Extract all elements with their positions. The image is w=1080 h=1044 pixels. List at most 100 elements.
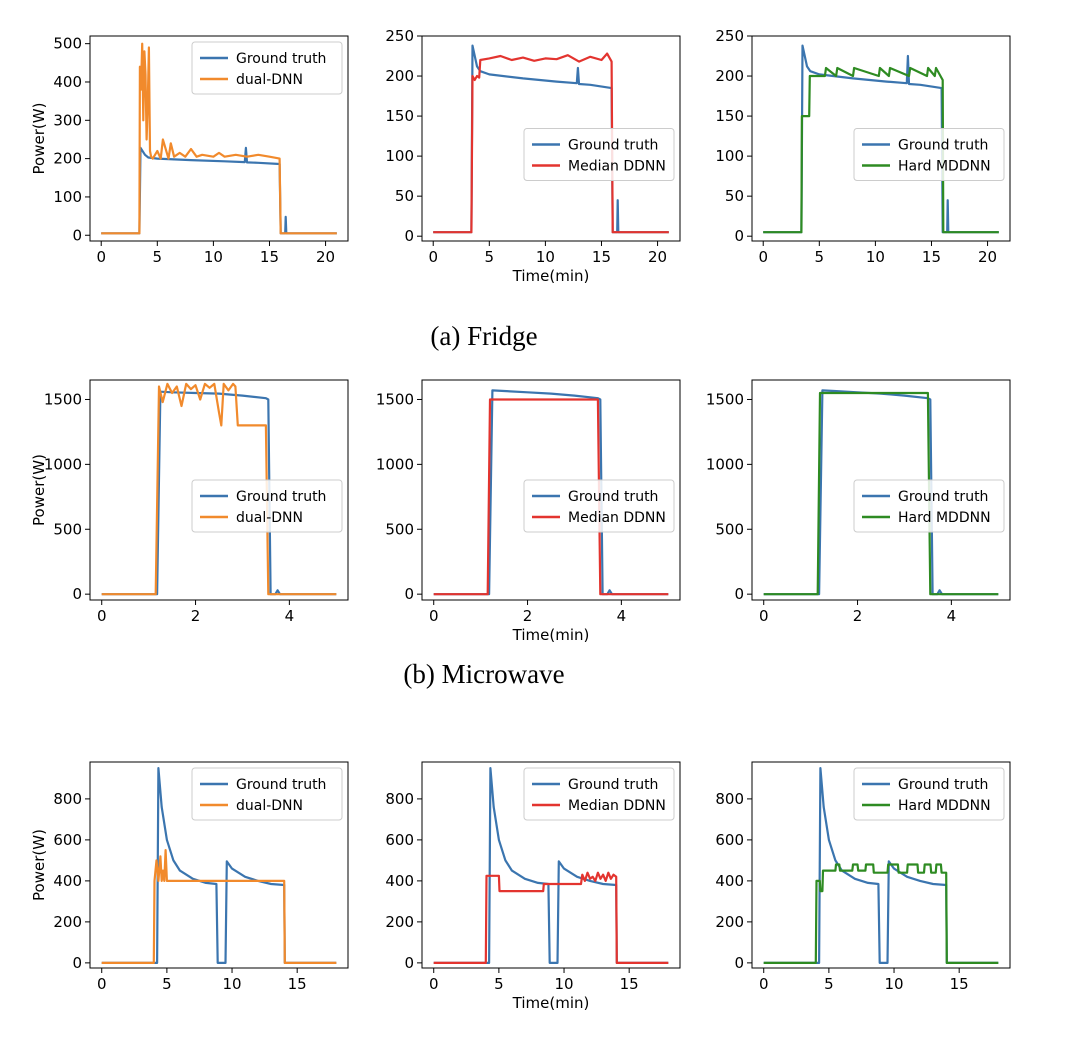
x-tick-label: 4 (617, 607, 627, 625)
x-tick-label: 20 (648, 248, 667, 266)
x-tick-label: 0 (96, 248, 106, 266)
chart-panel-5: 0 2 4 0 500 1000 1500 Ground truth Hard MDDNN (706, 379, 1011, 625)
x-tick-label: 15 (922, 248, 941, 266)
y-tick-label: 0 (404, 585, 414, 603)
series-line-ground-truth (101, 766, 337, 965)
axes-frame (751, 35, 1011, 242)
legend-entry: Ground truth (898, 777, 988, 793)
y-tick-label: 0 (72, 954, 82, 972)
legend-box (191, 41, 343, 95)
chart-panel-3: 0 2 4 0 500 1000 1500 Power(W) Ground truth dual-… (30, 379, 349, 625)
y-tick-label: 500 (53, 520, 82, 538)
y-tick-label: 1000 (706, 455, 744, 473)
y-tick-label: 0 (404, 954, 414, 972)
x-tick-label: 0 (429, 975, 439, 993)
series-line-ground-truth (763, 766, 999, 965)
legend: Ground truth dual-DNN (191, 41, 343, 95)
x-tick-label: 15 (950, 975, 969, 993)
y-tick-label: 100 (385, 147, 414, 165)
legend-entry: Ground truth (898, 489, 988, 505)
series-line-ground-truth (433, 766, 669, 965)
x-axis-title: Time(min) (512, 994, 590, 1012)
x-tick-label: 15 (620, 975, 639, 993)
y-tick-label: 400 (53, 73, 82, 91)
y-tick-label: 100 (715, 147, 744, 165)
x-tick-label: 0 (97, 975, 107, 993)
y-axis-title: Power(W) (30, 829, 48, 901)
legend-box (191, 479, 343, 533)
series-line-prediction (433, 52, 669, 234)
legend-box (853, 767, 1005, 821)
legend-entry: dual-DNN (236, 510, 303, 526)
y-tick-label: 50 (395, 187, 414, 205)
y-tick-label: 200 (53, 150, 82, 168)
legend-entry: Hard MDDNN (898, 159, 991, 175)
y-tick-label: 1500 (706, 390, 744, 408)
y-tick-label: 200 (385, 913, 414, 931)
legend-box (191, 767, 343, 821)
series-line-prediction (763, 66, 999, 234)
y-tick-label: 500 (53, 35, 82, 53)
legend-entry: Ground truth (898, 138, 988, 154)
x-tick-label: 0 (759, 607, 769, 625)
axes-frame (421, 35, 681, 242)
legend-entry: Hard MDDNN (898, 510, 991, 526)
y-tick-label: 300 (53, 111, 82, 129)
legend-entry: Ground truth (236, 51, 326, 67)
y-tick-label: 800 (385, 790, 414, 808)
x-tick-label: 0 (429, 607, 439, 625)
series-line-prediction (101, 42, 337, 235)
y-tick-label: 800 (715, 790, 744, 808)
y-tick-label: 500 (385, 520, 414, 538)
x-tick-label: 0 (759, 975, 769, 993)
legend: Ground truth Median DDNN (523, 128, 675, 181)
y-axis-title: Power(W) (30, 454, 48, 526)
legend: Ground truth dual-DNN (191, 767, 343, 821)
legend-entry: Hard MDDNN (898, 798, 991, 814)
series-line-ground-truth (433, 389, 669, 596)
series-line-prediction (101, 848, 337, 965)
y-tick-label: 200 (53, 913, 82, 931)
caption-microwave: (b) Microwave (403, 659, 564, 689)
legend: Ground truth dual-DNN (191, 479, 343, 533)
x-tick-label: 5 (824, 975, 834, 993)
x-tick-label: 2 (853, 607, 863, 625)
x-tick-label: 5 (162, 975, 172, 993)
y-tick-label: 250 (715, 27, 744, 45)
x-tick-label: 15 (288, 975, 307, 993)
y-tick-label: 600 (53, 831, 82, 849)
y-tick-label: 500 (715, 520, 744, 538)
series-line-prediction (101, 382, 337, 596)
caption-fridge: (a) Fridge (430, 321, 537, 351)
y-tick-label: 0 (72, 226, 82, 244)
y-tick-label: 0 (72, 585, 82, 603)
x-tick-label: 4 (947, 607, 957, 625)
legend-box (853, 479, 1005, 533)
series-line-prediction (763, 863, 999, 965)
y-tick-label: 1500 (44, 390, 82, 408)
chart-panel-6: 0 5 10 15 0 200 400 600 800 Power(W) Ground truth d… (30, 761, 349, 993)
legend-entry: Median DDNN (568, 510, 666, 526)
x-tick-label: 2 (523, 607, 533, 625)
x-tick-label: 10 (554, 975, 573, 993)
axes-frame (751, 379, 1011, 601)
legend-box (523, 128, 675, 181)
series-line-ground-truth (763, 44, 999, 234)
x-tick-label: 20 (978, 248, 997, 266)
legend-entry: Ground truth (236, 777, 326, 793)
axes-frame (89, 379, 349, 601)
legend-box (853, 128, 1005, 181)
x-tick-label: 2 (191, 607, 201, 625)
legend-entry: Ground truth (568, 489, 658, 505)
legend: Ground truth Hard MDDNN (853, 128, 1005, 181)
y-tick-label: 1500 (376, 390, 414, 408)
legend-entry: Median DDNN (568, 798, 666, 814)
x-tick-label: 20 (316, 248, 335, 266)
x-tick-label: 10 (866, 248, 885, 266)
x-tick-label: 5 (815, 248, 825, 266)
series-line-prediction (433, 398, 669, 596)
